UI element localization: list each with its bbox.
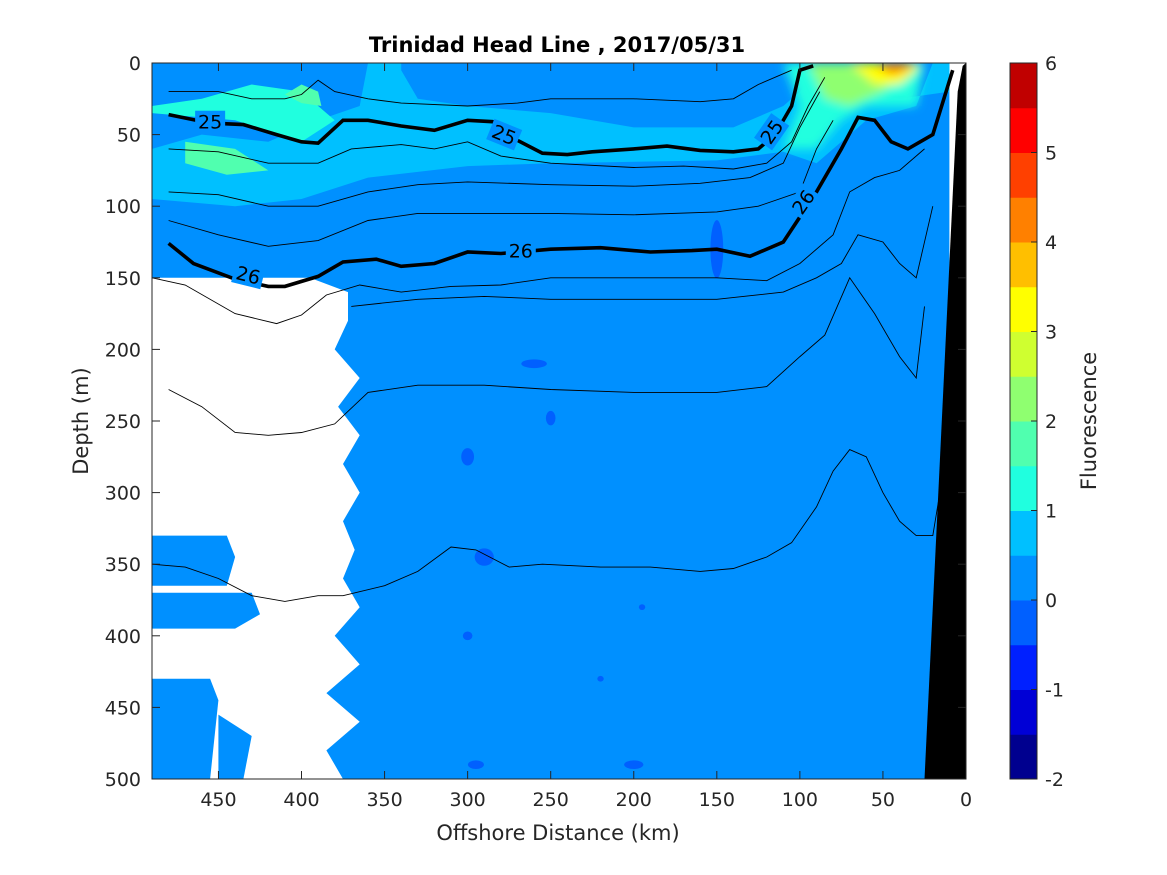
colorbar-swatch [1010, 689, 1037, 735]
density-contour-thin [351, 206, 934, 307]
fill-low-blob [638, 604, 646, 611]
x-tick-label: 400 [283, 789, 319, 811]
fill-patch [152, 678, 219, 779]
fill-low-blob [624, 760, 644, 770]
colorbar-tick-label: -2 [1045, 769, 1064, 791]
y-tick-label: 250 [105, 411, 141, 433]
fluorescence-fill-layer [152, 63, 966, 779]
y-tick-label: 400 [105, 626, 141, 648]
colorbar-tick-label: 0 [1045, 590, 1057, 612]
y-tick-label: 200 [105, 339, 141, 361]
colorbar-swatch [1010, 510, 1037, 556]
chart-title: Trinidad Head Line , 2017/05/31 [369, 33, 745, 57]
fill-subsurface-max [185, 141, 269, 175]
colorbar-swatch [1010, 376, 1037, 422]
colorbar-swatch [1010, 734, 1037, 780]
y-axis-title: Depth (m) [69, 367, 93, 474]
density-contour-thin [168, 120, 834, 247]
y-tick-label: 350 [105, 554, 141, 576]
fill-low-blob [521, 359, 547, 369]
density-contour-thin [168, 91, 821, 207]
contour-label: 26 [509, 241, 533, 263]
x-tick-label: 200 [616, 789, 652, 811]
x-tick-label: 450 [200, 789, 236, 811]
density-contour-thin [168, 77, 826, 170]
contour-label-bg [505, 239, 536, 262]
contour-label: 25 [198, 112, 222, 134]
x-axis-title: Offshore Distance (km) [436, 821, 679, 845]
colorbar-swatch [1010, 421, 1037, 467]
colorbar-tick-label: 6 [1045, 53, 1057, 75]
fill-low-blob [474, 548, 494, 566]
density-contour-thin [152, 449, 942, 602]
fill-subsurface-band [152, 84, 335, 142]
contour-label-bg [785, 183, 821, 221]
x-tick-label: 250 [533, 789, 569, 811]
y-axis: 0 50 100 150 200 250 300 350 400 450 500 [105, 53, 966, 791]
colorbar-swatch [1010, 107, 1037, 153]
x-tick-label: 0 [960, 789, 972, 811]
colorbar-swatch [1010, 197, 1037, 243]
x-tick-label: 350 [366, 789, 402, 811]
y-tick-label: 500 [105, 769, 141, 791]
colorbar-tick-label: 3 [1045, 322, 1057, 344]
colorbar-swatch [1010, 600, 1037, 646]
fill-patch [152, 535, 236, 586]
colorbar-swatch [1010, 63, 1037, 109]
contour-label-bg [486, 118, 523, 151]
fill-low-blob [545, 410, 556, 426]
x-tick-label: 150 [699, 789, 735, 811]
x-tick-label: 50 [871, 789, 895, 811]
density-contour-26 [167, 69, 955, 289]
colorbar-swatch [1010, 644, 1037, 690]
colorbar-tick-label: 1 [1045, 501, 1057, 523]
colorbar-tick-label: 5 [1045, 143, 1057, 165]
colorbar-swatch [1010, 152, 1037, 198]
fill-offshore-patch [284, 84, 322, 106]
fill-patch [152, 592, 260, 629]
colorbar-swatch [1010, 555, 1037, 601]
density-contour-thin [152, 148, 925, 325]
contour-label-bg [754, 113, 790, 151]
fill-low-blob [467, 760, 484, 770]
y-tick-label: 150 [105, 268, 141, 290]
fill-low-blob [461, 448, 475, 466]
fill-surface-layer [152, 63, 950, 207]
colorbar-swatch [1010, 331, 1037, 377]
colorbar-tick-label: 2 [1045, 411, 1057, 433]
y-tick-label: 50 [117, 125, 141, 147]
density-contour-thin [168, 69, 792, 107]
colorbar: 6 5 4 3 2 1 0 -1 -2 [1009, 53, 1064, 791]
colorbar-title: Fluorescence [1077, 352, 1101, 490]
x-tick-label: 300 [449, 789, 485, 811]
y-tick-label: 100 [105, 196, 141, 218]
contour-label-bg [195, 110, 226, 133]
y-tick-label: 450 [105, 697, 141, 719]
colorbar-tick-label: -1 [1045, 680, 1064, 702]
nearshore-bloom [783, 63, 925, 149]
y-tick-label: 300 [105, 483, 141, 505]
colorbar-tick-label: 4 [1045, 232, 1057, 254]
contour-label-bg [231, 260, 266, 290]
fill-patch [218, 714, 252, 779]
fill-low-blob [462, 631, 473, 641]
colorbar-swatch [1010, 286, 1037, 332]
seafloor-wedge [924, 63, 966, 779]
fill-low-blob [597, 675, 604, 682]
y-tick-label: 0 [129, 53, 141, 75]
density-contour-thin [168, 276, 925, 436]
colorbar-swatch [1010, 465, 1037, 511]
x-axis: 450 400 350 300 250 200 150 100 50 0 [200, 63, 972, 811]
colorbar-swatch [1010, 242, 1037, 288]
x-tick-label: 100 [782, 789, 818, 811]
